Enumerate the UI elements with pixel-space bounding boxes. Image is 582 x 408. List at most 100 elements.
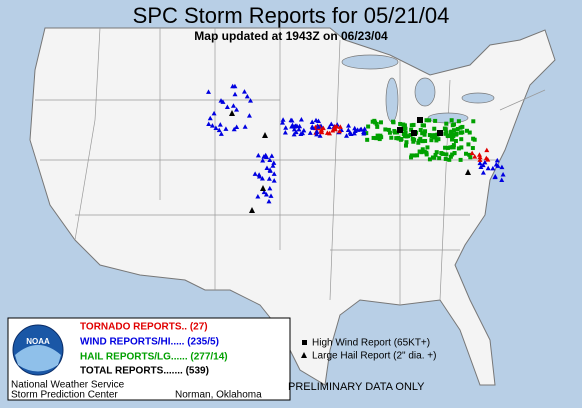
report-marker [452,151,457,156]
report-marker [256,172,262,177]
report-marker [270,163,276,168]
report-marker [297,123,303,129]
report-marker [267,168,273,173]
report-marker [207,115,213,121]
report-marker [485,157,491,162]
report-marker [261,189,267,195]
report-marker [456,146,461,151]
report-marker [432,133,437,138]
report-marker [425,145,430,150]
report-marker [378,120,383,125]
report-marker [394,130,399,135]
report-marker [420,139,425,144]
report-marker [464,128,469,133]
report-marker [387,130,392,135]
report-marker [460,124,465,129]
report-marker [493,162,499,167]
report-marker [439,151,444,156]
report-marker [232,91,238,97]
report-marker [260,157,266,163]
report-marker [383,127,388,132]
report-marker [418,127,423,132]
report-marker [472,154,478,159]
report-marker [467,152,472,157]
report-marker [434,150,439,155]
report-marker [255,193,261,199]
report-marker [422,132,427,137]
noaa-logo-text: NOAA [26,337,50,346]
report-marker [343,133,349,138]
report-marker [459,137,464,142]
report-marker [492,174,498,179]
report-marker [456,119,461,124]
report-marker [332,124,338,129]
key-high-wind: High Wind Report (65KT+) [312,338,430,349]
report-marker [415,153,420,158]
report-marker [375,124,380,129]
report-marker [242,124,248,129]
report-marker [266,198,272,204]
key-square [302,340,307,345]
report-marker [366,124,371,129]
report-marker [420,131,425,136]
report-marker [271,160,277,165]
report-marker [444,152,449,157]
report-marker [326,124,332,130]
report-marker [499,164,505,170]
report-marker [271,178,277,183]
report-marker [476,152,482,157]
report-marker [458,157,463,162]
report-marker [419,150,424,155]
report-marker [337,124,343,129]
report-marker [449,129,454,134]
report-marker [309,119,315,125]
report-marker [403,143,408,148]
report-marker [315,118,321,123]
report-marker [485,165,491,171]
report-marker [327,130,333,136]
report-marker [448,154,453,159]
report-marker [263,191,269,197]
report-marker [427,118,432,123]
report-marker [465,169,471,175]
report-marker [372,118,377,123]
report-marker [453,139,458,144]
report-marker [330,128,336,133]
report-marker [394,136,399,141]
report-marker [209,123,215,128]
report-marker [401,126,406,131]
report-marker [314,129,320,134]
report-marker [223,126,229,131]
report-marker [301,127,307,133]
report-marker [427,157,432,162]
report-marker [267,185,273,191]
report-marker [332,126,338,132]
report-marker [371,135,376,140]
preliminary-note: PRELIMINARY DATA ONLY [288,381,425,393]
report-marker [337,128,343,134]
report-marker [455,127,460,132]
report-marker [459,145,464,150]
report-marker [234,107,240,112]
report-marker [374,136,379,141]
noaa-logo-wave [15,345,61,372]
report-marker [404,140,409,145]
report-marker [447,157,452,162]
report-marker [271,171,277,176]
report-marker [401,122,406,127]
report-marker [288,117,294,123]
report-marker [480,162,486,168]
footer-spc: Storm Prediction Center [11,390,118,401]
report-marker [480,170,486,175]
report-marker [246,113,252,118]
report-marker [417,117,423,123]
footer-nws: National Weather Service [11,380,125,391]
report-marker [218,98,224,103]
report-marker [229,110,235,116]
report-marker [467,130,472,135]
legend-hail: HAIL REPORTS/LG...... (277/14) [80,352,228,363]
report-marker [249,207,255,213]
report-marker [477,154,483,160]
report-marker [500,171,506,177]
